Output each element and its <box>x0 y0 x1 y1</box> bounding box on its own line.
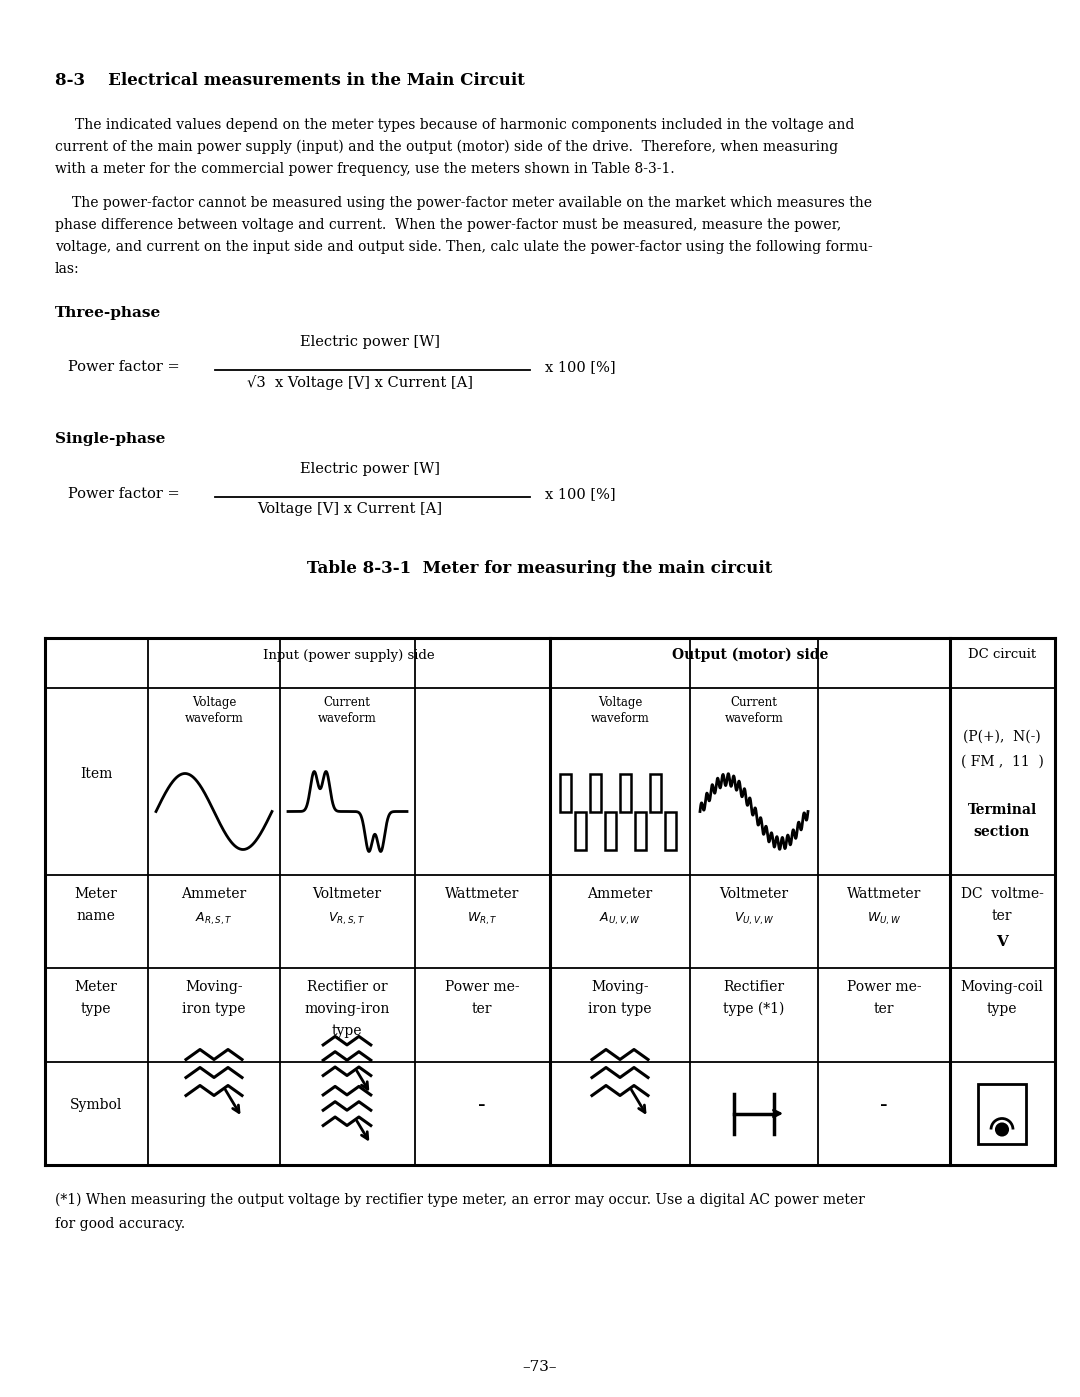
Text: for good accuracy.: for good accuracy. <box>55 1217 185 1231</box>
Text: Wattmeter: Wattmeter <box>847 887 921 901</box>
Text: –73–: –73– <box>523 1361 557 1375</box>
Text: Ammeter: Ammeter <box>588 887 652 901</box>
Text: type: type <box>987 1002 1017 1016</box>
Text: Terminal: Terminal <box>968 802 1037 816</box>
Text: Ammeter: Ammeter <box>181 887 246 901</box>
Text: Three-phase: Three-phase <box>55 306 161 320</box>
Text: $A_{U,V,W}$: $A_{U,V,W}$ <box>599 911 640 928</box>
Text: $V_{R,S,T}$: $V_{R,S,T}$ <box>328 911 365 928</box>
Text: Output (motor) side: Output (motor) side <box>672 648 828 662</box>
Text: type: type <box>332 1024 362 1038</box>
Text: section: section <box>974 824 1030 838</box>
Text: Moving-: Moving- <box>591 981 649 995</box>
Text: las:: las: <box>55 263 80 277</box>
Text: Current: Current <box>730 696 778 710</box>
Text: Power factor =: Power factor = <box>68 488 180 502</box>
Text: $W_{R,T}$: $W_{R,T}$ <box>467 911 498 928</box>
Text: x 100 [%]: x 100 [%] <box>545 360 616 374</box>
Text: Rectifier or: Rectifier or <box>307 981 388 995</box>
Bar <box>620 774 631 812</box>
Text: Power me-: Power me- <box>445 981 519 995</box>
Text: The indicated values depend on the meter types because of harmonic components in: The indicated values depend on the meter… <box>75 117 854 131</box>
Bar <box>605 812 616 849</box>
Bar <box>635 812 646 849</box>
Text: $A_{R,S,T}$: $A_{R,S,T}$ <box>195 911 233 928</box>
Text: Electric power [W]: Electric power [W] <box>300 462 440 476</box>
Text: 8-3    Electrical measurements in the Main Circuit: 8-3 Electrical measurements in the Main … <box>55 73 525 89</box>
Text: waveform: waveform <box>591 712 649 725</box>
Text: -: - <box>880 1094 888 1116</box>
Text: √3  x Voltage [V] x Current [A]: √3 x Voltage [V] x Current [A] <box>247 374 473 390</box>
Text: Voltage: Voltage <box>598 696 643 710</box>
Bar <box>590 774 600 812</box>
Text: Table 8-3-1  Meter for measuring the main circuit: Table 8-3-1 Meter for measuring the main… <box>308 560 772 577</box>
Text: Current: Current <box>324 696 370 710</box>
Text: Power factor =: Power factor = <box>68 360 180 374</box>
Text: $W_{U,W}$: $W_{U,W}$ <box>867 911 901 928</box>
Text: type: type <box>81 1002 111 1016</box>
Text: iron type: iron type <box>183 1002 246 1016</box>
Text: Power me-: Power me- <box>847 981 921 995</box>
Text: Voltage: Voltage <box>192 696 237 710</box>
Text: V: V <box>996 935 1008 949</box>
Text: voltage, and current on the input side and output side. Then, calc ulate the pow: voltage, and current on the input side a… <box>55 240 873 254</box>
Text: $V_{U,V,W}$: $V_{U,V,W}$ <box>733 911 774 928</box>
Text: Wattmeter: Wattmeter <box>445 887 519 901</box>
Bar <box>665 812 675 849</box>
Text: (P(+),  N(-): (P(+), N(-) <box>963 729 1041 743</box>
Text: waveform: waveform <box>725 712 783 725</box>
Bar <box>575 812 585 849</box>
Text: Input (power supply) side: Input (power supply) side <box>264 648 435 662</box>
Text: Symbol: Symbol <box>70 1098 122 1112</box>
Text: ter: ter <box>991 909 1012 923</box>
Text: waveform: waveform <box>185 712 243 725</box>
Text: with a meter for the commercial power frequency, use the meters shown in Table 8: with a meter for the commercial power fr… <box>55 162 675 176</box>
Text: The power-factor cannot be measured using the power-factor meter available on th: The power-factor cannot be measured usin… <box>72 196 872 210</box>
Text: (*1) When measuring the output voltage by rectifier type meter, an error may occ: (*1) When measuring the output voltage b… <box>55 1193 865 1207</box>
Text: Voltage [V] x Current [A]: Voltage [V] x Current [A] <box>257 502 443 515</box>
Bar <box>978 1084 1026 1144</box>
Text: ter: ter <box>874 1002 894 1016</box>
Text: name: name <box>77 909 116 923</box>
Bar <box>650 774 661 812</box>
Text: waveform: waveform <box>318 712 376 725</box>
Text: phase difference between voltage and current.  When the power-factor must be mea: phase difference between voltage and cur… <box>55 218 841 232</box>
Text: Rectifier: Rectifier <box>724 981 784 995</box>
Circle shape <box>996 1123 1008 1136</box>
Text: Electric power [W]: Electric power [W] <box>300 335 440 349</box>
Text: Voltmeter: Voltmeter <box>312 887 381 901</box>
Text: DC  voltme-: DC voltme- <box>960 887 1043 901</box>
Text: ( FM ,  11  ): ( FM , 11 ) <box>960 754 1043 768</box>
Text: Single-phase: Single-phase <box>55 432 165 446</box>
Text: Item: Item <box>80 767 112 781</box>
Text: Meter: Meter <box>75 981 118 995</box>
Text: Moving-: Moving- <box>185 981 243 995</box>
Text: Moving-coil: Moving-coil <box>960 981 1043 995</box>
Text: current of the main power supply (input) and the output (motor) side of the driv: current of the main power supply (input)… <box>55 140 838 155</box>
Text: Voltmeter: Voltmeter <box>719 887 788 901</box>
Text: Meter: Meter <box>75 887 118 901</box>
Text: type (*1): type (*1) <box>724 1002 785 1017</box>
Text: x 100 [%]: x 100 [%] <box>545 488 616 502</box>
Text: DC circuit: DC circuit <box>968 648 1036 662</box>
Bar <box>561 774 570 812</box>
Text: ter: ter <box>472 1002 492 1016</box>
Text: -: - <box>478 1094 486 1116</box>
Text: iron type: iron type <box>589 1002 651 1016</box>
Text: moving-iron: moving-iron <box>305 1002 390 1016</box>
